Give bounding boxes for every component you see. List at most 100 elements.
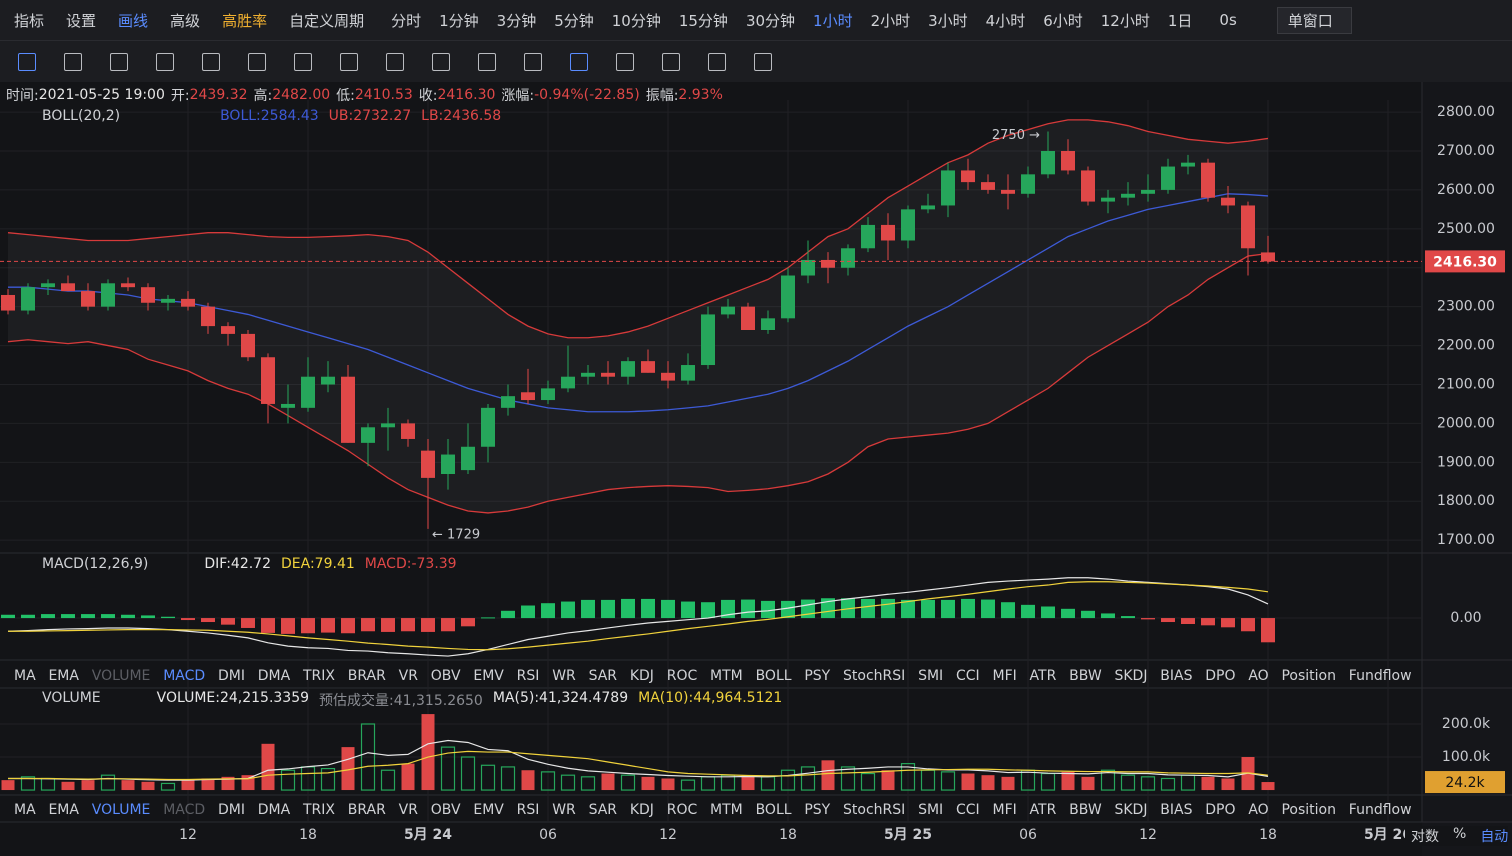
indicator-tab[interactable]: EMA <box>48 668 79 684</box>
indicator-tab[interactable]: DPO <box>1205 802 1236 818</box>
indicator-tab[interactable]: BOLL <box>755 668 792 684</box>
copy-tool[interactable] <box>662 52 680 71</box>
indicator-tab[interactable]: DMI <box>217 668 245 684</box>
indicator-tab[interactable]: SKDJ <box>1114 802 1148 818</box>
indicator-tab[interactable]: WR <box>552 668 576 684</box>
indicator-tab[interactable]: BBW <box>1069 668 1102 684</box>
indicator-tab[interactable]: ROC <box>666 668 698 684</box>
indicator-tab[interactable]: VR <box>398 802 418 818</box>
indicator-tab[interactable]: Fundflow <box>1348 802 1412 818</box>
indicator-tab[interactable]: KDJ <box>629 802 654 818</box>
indicator-tab[interactable]: EMA <box>48 802 79 818</box>
pattern-tool[interactable] <box>386 52 404 71</box>
period[interactable]: 10分钟 <box>611 11 661 30</box>
indicator-tab[interactable]: PSY <box>804 802 831 818</box>
ruler-tool[interactable] <box>478 52 496 71</box>
brush-tool[interactable] <box>524 52 542 71</box>
indicator-tab[interactable]: DPO <box>1205 668 1236 684</box>
rect-tool[interactable] <box>156 52 174 71</box>
indicator-tab[interactable]: VR <box>398 668 418 684</box>
indicator-tab[interactable]: ATR <box>1029 668 1057 684</box>
indicator-tab[interactable]: ROC <box>666 802 698 818</box>
indicator-tab[interactable]: BIAS <box>1160 802 1193 818</box>
custom-period[interactable]: 自定义周期 <box>289 11 365 30</box>
indicator-tab[interactable]: CCI <box>956 802 980 818</box>
period[interactable]: 5分钟 <box>554 11 594 30</box>
indicator-tab[interactable]: TRIX <box>302 668 335 684</box>
period[interactable]: 2小时 <box>870 11 911 30</box>
toolbar-item[interactable]: 画线 <box>118 11 149 30</box>
period[interactable]: 1小时 <box>813 11 853 30</box>
indicator-tab[interactable]: DMA <box>257 668 291 684</box>
indicator-tab[interactable]: MACD <box>163 668 206 684</box>
delete-tool[interactable] <box>754 52 772 71</box>
indicator-tab[interactable]: ATR <box>1029 802 1057 818</box>
measure-tool[interactable] <box>294 52 312 71</box>
indicator-tab[interactable]: MFI <box>992 802 1017 818</box>
indicator-tab[interactable]: OBV <box>430 668 461 684</box>
period[interactable]: 15分钟 <box>678 11 728 30</box>
indicator-tab[interactable]: SKDJ <box>1114 668 1148 684</box>
indicator-tab[interactable]: MACD <box>163 802 206 818</box>
axis-option[interactable]: 对数 <box>1411 829 1439 845</box>
indicator-tab[interactable]: SMI <box>918 802 944 818</box>
crosshair-tool[interactable] <box>18 52 36 71</box>
edit-tool[interactable] <box>708 52 726 71</box>
indicator-tab[interactable]: BIAS <box>1160 668 1193 684</box>
indicator-tab[interactable]: EMV <box>473 668 504 684</box>
indicator-tab[interactable]: SAR <box>588 668 618 684</box>
indicator-tab[interactable]: VOLUME <box>91 802 151 818</box>
indicator-tab[interactable]: BOLL <box>755 802 792 818</box>
period[interactable]: 1日 <box>1167 11 1193 30</box>
indicator-tab[interactable]: Position <box>1281 668 1336 684</box>
indicator-tab[interactable]: MA <box>14 802 36 818</box>
text-tool[interactable] <box>340 52 358 71</box>
indicator-tab[interactable]: Fundflow <box>1348 668 1412 684</box>
channel-tool[interactable] <box>110 52 128 71</box>
period[interactable]: 4小时 <box>985 11 1026 30</box>
indicator-tab[interactable]: AO <box>1248 802 1269 818</box>
line-tool[interactable] <box>64 52 82 71</box>
indicator-tab[interactable]: RSI <box>516 802 540 818</box>
indicator-tab[interactable]: DMI <box>217 802 245 818</box>
indicator-tab[interactable]: MTM <box>710 668 743 684</box>
indicator-tab[interactable]: EMV <box>473 802 504 818</box>
period[interactable]: 3小时 <box>928 11 968 30</box>
magnet-tool[interactable] <box>432 52 450 71</box>
indicator-tab[interactable]: PSY <box>804 668 831 684</box>
indicator-tool[interactable] <box>570 52 588 71</box>
window-select[interactable]: 单窗口 <box>1276 6 1352 34</box>
period[interactable]: 6小时 <box>1043 11 1083 30</box>
indicator-tab[interactable]: BRAR <box>347 802 386 818</box>
indicator-tab[interactable]: BBW <box>1069 802 1102 818</box>
period[interactable]: 分时 <box>391 11 422 30</box>
toolbar-item[interactable]: 高级 <box>170 11 201 30</box>
indicator-tab[interactable]: StochRSI <box>843 668 906 684</box>
indicator-tab[interactable]: MA <box>14 668 36 684</box>
indicator-tab[interactable]: DMA <box>257 802 291 818</box>
period[interactable]: 3分钟 <box>496 11 537 30</box>
indicator-tab[interactable]: AO <box>1248 668 1269 684</box>
lock-tool[interactable] <box>616 52 634 71</box>
toolbar-item[interactable]: 高胜率 <box>222 11 268 30</box>
indicator-tab[interactable]: MFI <box>992 668 1017 684</box>
indicator-tab[interactable]: StochRSI <box>843 802 906 818</box>
period[interactable]: 30分钟 <box>745 11 796 30</box>
indicator-tab[interactable]: KDJ <box>629 668 654 684</box>
period[interactable]: 1分钟 <box>439 11 479 30</box>
indicator-tab[interactable]: MTM <box>710 802 743 818</box>
indicator-tab[interactable]: SAR <box>588 802 618 818</box>
toolbar-item[interactable]: 指标 <box>14 11 45 30</box>
indicator-tab[interactable]: VOLUME <box>91 668 151 684</box>
indicator-tab[interactable]: BRAR <box>347 668 386 684</box>
indicator-tab[interactable]: TRIX <box>302 802 335 818</box>
period[interactable]: 12小时 <box>1100 11 1150 30</box>
wave-tool[interactable] <box>248 52 266 71</box>
indicator-tab[interactable]: RSI <box>516 668 540 684</box>
indicator-tab[interactable]: CCI <box>956 668 980 684</box>
indicator-tab[interactable]: SMI <box>918 668 944 684</box>
toolbar-item[interactable]: 设置 <box>66 11 97 30</box>
indicator-tab[interactable]: WR <box>552 802 576 818</box>
indicator-tab[interactable]: Position <box>1281 802 1336 818</box>
axis-option[interactable]: % <box>1453 826 1467 842</box>
